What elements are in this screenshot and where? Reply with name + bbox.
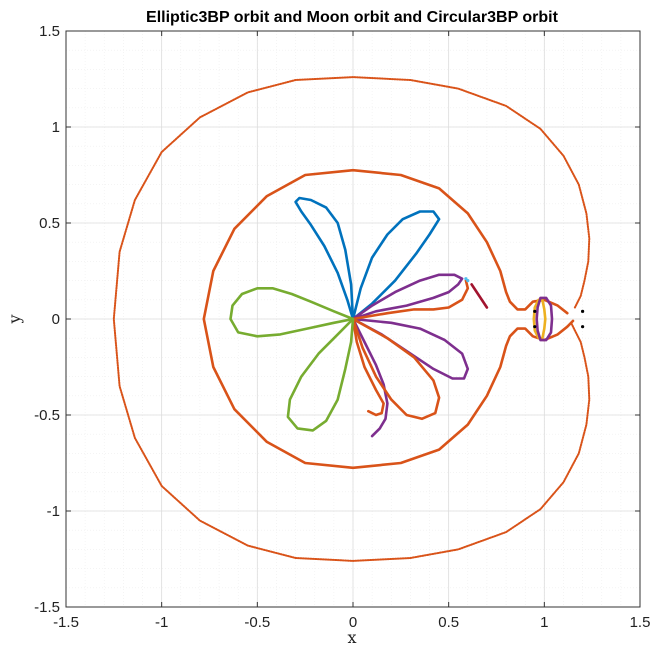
- orbit-series-4: [351, 273, 464, 321]
- x-tick-label: 0: [349, 614, 357, 631]
- orbit-series-13: [535, 296, 554, 342]
- plot-area: [112, 76, 591, 562]
- orbit-series-10: [229, 287, 355, 338]
- orbit-series-0: [112, 76, 591, 562]
- orbit-series-1: [202, 168, 575, 470]
- orbit-marker-point: [533, 325, 537, 329]
- orbit-series-8: [351, 279, 470, 321]
- y-axis-label: y: [5, 314, 24, 324]
- x-tick-label: -1: [155, 614, 168, 631]
- orbit-series-14: [470, 283, 489, 309]
- y-tick-label: -1: [47, 503, 60, 520]
- y-tick-label: 1.5: [39, 23, 60, 40]
- y-tick-label: 1: [52, 119, 60, 136]
- orbit-marker-point: [466, 279, 470, 283]
- x-tick-label: 1: [540, 614, 548, 631]
- orbit-series-9: [351, 317, 385, 417]
- x-tick-label: -0.5: [244, 614, 270, 631]
- x-axis-label: x: [347, 628, 356, 647]
- y-tick-label: -1.5: [34, 599, 60, 616]
- orbit-series-7: [351, 317, 441, 421]
- x-tick-label: 1.5: [630, 614, 651, 631]
- orbit-series-2: [294, 196, 355, 321]
- y-tick-label: 0: [52, 311, 60, 328]
- y-tick-label: -0.5: [34, 407, 60, 424]
- orbit-series-6: [351, 317, 389, 438]
- x-tick-label: 0.5: [438, 614, 459, 631]
- y-tick-label: 0.5: [39, 215, 60, 232]
- orbit-series-11: [286, 317, 355, 432]
- chart-title: Elliptic3BP orbit and Moon orbit and Cir…: [146, 9, 559, 26]
- orbit-series-12: [532, 298, 547, 340]
- orbit-marker-point: [581, 309, 585, 313]
- orbit-series-3: [351, 210, 441, 321]
- orbit-marker-point: [581, 325, 585, 329]
- axis-ticks: [65, 30, 641, 608]
- x-tick-label: -1.5: [53, 614, 79, 631]
- orbit-marker-point: [533, 309, 537, 313]
- tick-labels: -1.5 -1 -0.5 0 0.5 1 1.5 -1.5 -1 -0.5 0 0.5 1 1.5: [34, 23, 650, 631]
